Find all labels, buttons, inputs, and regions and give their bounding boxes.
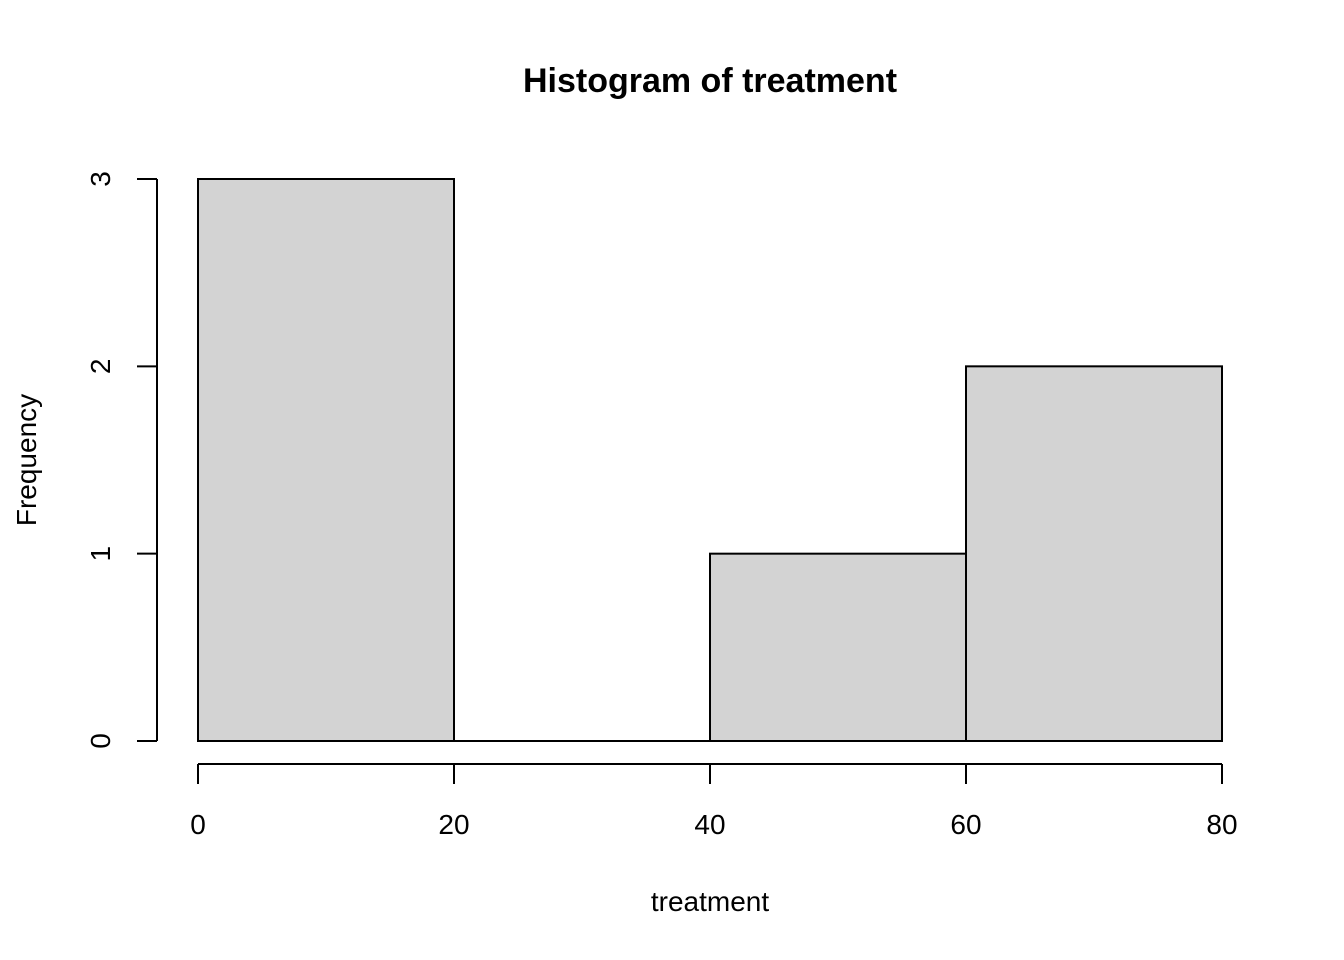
y-axis: 0 1 2 3 <box>85 171 158 749</box>
y-tick-label-3: 3 <box>85 171 116 187</box>
chart-title: Histogram of treatment <box>523 62 897 100</box>
bars-group <box>197 178 1223 743</box>
x-tick-label-60: 60 <box>950 809 981 840</box>
histogram-bar-40-60 <box>709 552 967 743</box>
y-tick-label-0: 0 <box>85 733 116 749</box>
x-tick-label-0: 0 <box>190 809 206 840</box>
y-tick-label-2: 2 <box>85 359 116 375</box>
y-tick-label-1: 1 <box>85 546 116 562</box>
x-tick-label-40: 40 <box>694 809 725 840</box>
x-axis-label: treatment <box>651 886 769 917</box>
histogram-bar-60-80 <box>965 365 1223 742</box>
x-tick-label-20: 20 <box>438 809 469 840</box>
x-axis: 0 20 40 60 80 <box>190 763 1238 840</box>
histogram-bar-0-20 <box>197 178 455 742</box>
y-axis-label: Frequency <box>11 394 42 526</box>
x-tick-label-80: 80 <box>1206 809 1237 840</box>
